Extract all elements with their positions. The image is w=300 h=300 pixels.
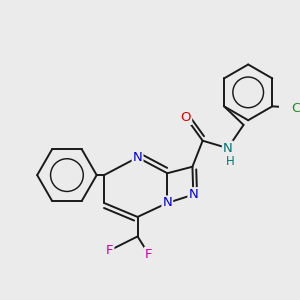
Text: Cl: Cl [291, 102, 300, 115]
Text: O: O [181, 111, 191, 124]
Text: N: N [133, 151, 142, 164]
Text: H: H [226, 155, 235, 168]
Text: N: N [188, 188, 198, 201]
Text: F: F [106, 244, 113, 257]
Text: N: N [223, 142, 232, 154]
Text: N: N [162, 196, 172, 209]
Text: F: F [145, 248, 152, 261]
